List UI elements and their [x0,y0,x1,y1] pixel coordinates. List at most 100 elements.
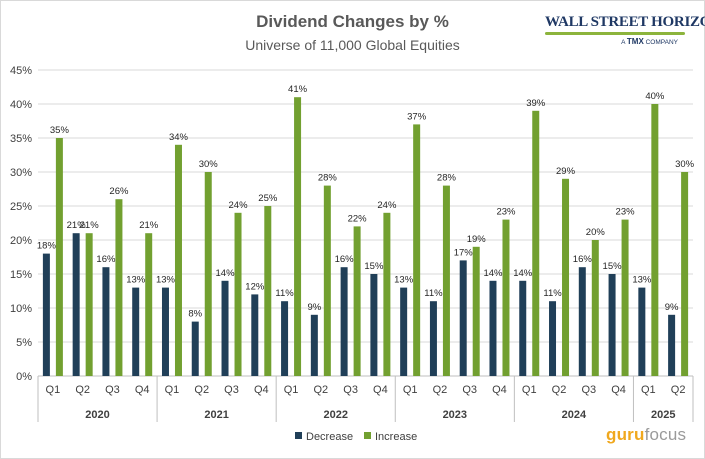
wsh-logo-swoosh [545,32,685,35]
data-label-increase: 30% [675,159,695,170]
data-label-increase: 37% [407,111,427,122]
bar-decrease [459,260,467,376]
data-label-increase: 30% [199,159,219,170]
data-label-decrease: 13% [394,275,414,286]
bar-decrease [281,301,289,376]
bar-increase [562,178,570,376]
x-tick-label: Q3 [462,384,477,396]
wsh-logo-subtext: A TMX COMPANY [621,37,678,46]
data-label-increase: 19% [467,234,487,245]
bar-increase [323,185,331,376]
x-tick-label: Q1 [403,384,418,396]
x-tick-label: Q3 [581,384,596,396]
x-tick-label: Q4 [611,384,626,396]
x-tick-label: Q2 [194,384,209,396]
bar-increase [621,219,629,376]
data-label-increase: 29% [556,166,576,177]
data-label-decrease: 18% [37,241,57,252]
y-tick-label: 25% [10,201,32,213]
data-label-increase: 25% [258,193,278,204]
bar-increase [681,172,689,376]
data-label-increase: 41% [288,84,308,95]
data-label-decrease: 16% [573,254,593,265]
bar-decrease [340,267,348,376]
bar-decrease [221,280,229,376]
x-tick-label: Q1 [641,384,656,396]
y-tick-label: 45% [10,65,32,77]
bar-decrease [400,287,408,376]
data-label-increase: 28% [318,173,338,184]
data-label-increase: 24% [377,200,397,211]
bar-decrease [608,274,616,376]
data-label-decrease: 14% [513,268,533,279]
bar-increase [294,97,302,376]
bar-decrease [310,314,318,376]
year-group-label: 2025 [651,409,675,421]
y-tick-label: 30% [10,167,32,179]
bar-decrease [102,267,110,376]
chart-title: Dividend Changes by % [256,12,449,31]
gurufocus-logo: gurufocus [606,425,687,444]
legend-label-decrease: Decrease [306,431,353,443]
x-tick-label: Q4 [373,384,388,396]
x-tick-label: Q2 [75,384,90,396]
data-label-increase: 26% [109,186,129,197]
data-label-decrease: 16% [335,254,355,265]
x-tick-label: Q4 [254,384,269,396]
bar-increase [174,144,182,376]
y-tick-label: 15% [10,269,32,281]
x-tick-label: Q1 [522,384,537,396]
bar-increase [532,110,540,377]
bar-decrease [638,287,646,376]
data-label-increase: 21% [139,220,159,231]
bar-decrease [42,253,50,376]
bar-increase [264,206,272,376]
bar-increase [234,212,242,376]
bar-decrease [668,314,676,376]
bar-decrease [519,280,527,376]
data-label-decrease: 9% [665,302,679,313]
data-label-decrease: 14% [216,268,236,279]
year-group-label: 2024 [562,409,587,421]
x-tick-label: Q4 [135,384,150,396]
bar-increase [204,172,212,376]
bar-increase [502,219,510,376]
bar-decrease [191,321,199,376]
bar-increase [591,240,599,376]
data-label-decrease: 17% [454,247,474,258]
y-tick-label: 20% [10,235,32,247]
x-tick-label: Q2 [671,384,686,396]
data-label-decrease: 13% [632,275,652,286]
data-label-decrease: 16% [96,254,116,265]
data-label-increase: 21% [80,220,100,231]
x-tick-label: Q4 [492,384,507,396]
bar-decrease [251,294,259,376]
bar-decrease [489,280,497,376]
bar-increase [413,124,421,377]
chart-subtitle: Universe of 11,000 Global Equities [245,37,460,53]
bar-increase [472,246,480,376]
bar-decrease [132,287,140,376]
data-label-decrease: 13% [126,275,146,286]
legend-swatch-increase [364,432,371,439]
y-tick-label: 0% [16,371,32,383]
y-tick-label: 40% [10,99,32,111]
bar-increase [115,199,123,376]
data-label-decrease: 12% [245,281,265,292]
y-tick-label: 35% [10,133,32,145]
data-label-decrease: 14% [483,268,503,279]
legend-label-increase: Increase [375,431,417,443]
data-label-decrease: 11% [275,288,294,299]
data-label-decrease: 15% [603,261,623,272]
wall-street-horizon-logo: WALL STREET HORIZON A TMX COMPANY [545,14,705,46]
bar-increase [353,226,361,376]
bar-increase [145,233,153,376]
data-label-increase: 39% [526,98,546,109]
x-tick-label: Q3 [343,384,358,396]
bar-decrease [72,233,80,376]
data-label-increase: 23% [496,207,516,218]
x-tick-label: Q1 [165,384,180,396]
bar-decrease [549,301,557,376]
data-label-increase: 34% [169,132,189,143]
data-label-increase: 23% [616,207,636,218]
